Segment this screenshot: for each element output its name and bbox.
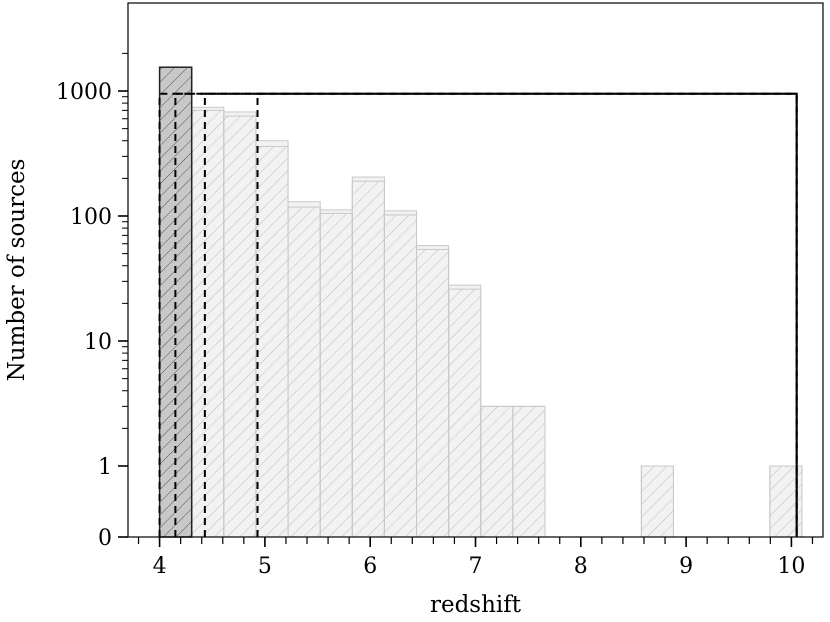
bar-inner-6 (351, 180, 385, 538)
x-tick-label: 4 (153, 554, 167, 579)
y-tick-label: 0 (98, 526, 112, 551)
y-tick-label: 10 (84, 330, 112, 355)
bar-inner-2 (223, 115, 257, 538)
bars-inner-series (159, 78, 803, 538)
y-tick-label: 1000 (56, 80, 112, 105)
x-tick-label: 7 (469, 554, 483, 579)
bar-inner-8 (416, 248, 450, 538)
bar-inner-11 (512, 405, 546, 538)
x-tick-label: 9 (679, 554, 693, 579)
dashed-box-2 (203, 92, 798, 537)
bar-inner-12 (640, 465, 674, 538)
bar-inner-10 (480, 405, 514, 538)
bar-inner-5 (319, 212, 353, 538)
dashed-box-3 (256, 92, 798, 537)
y-axis-title: Number of sources (4, 159, 30, 382)
y-tick-label: 100 (70, 205, 112, 230)
bar-inner-7 (383, 214, 418, 538)
x-tick-label: 10 (777, 554, 805, 579)
y-tick-label: 1 (98, 455, 112, 480)
x-axis-title: redshift (430, 592, 522, 618)
x-tick-label: 8 (574, 554, 588, 579)
x-axis-ticks: 4 5 6 7 8 9 10 (137, 537, 814, 579)
x-tick-label: 6 (363, 554, 377, 579)
y-axis-ticks: 0 1 10 100 1000 (56, 52, 128, 551)
bar-inner-1 (191, 109, 225, 538)
dashed-boxes (158, 92, 798, 537)
x-tick-label: 5 (258, 554, 272, 579)
bar-inner-4 (287, 206, 321, 538)
bar-inner-3 (255, 145, 289, 538)
bar-inner-9 (448, 288, 482, 538)
